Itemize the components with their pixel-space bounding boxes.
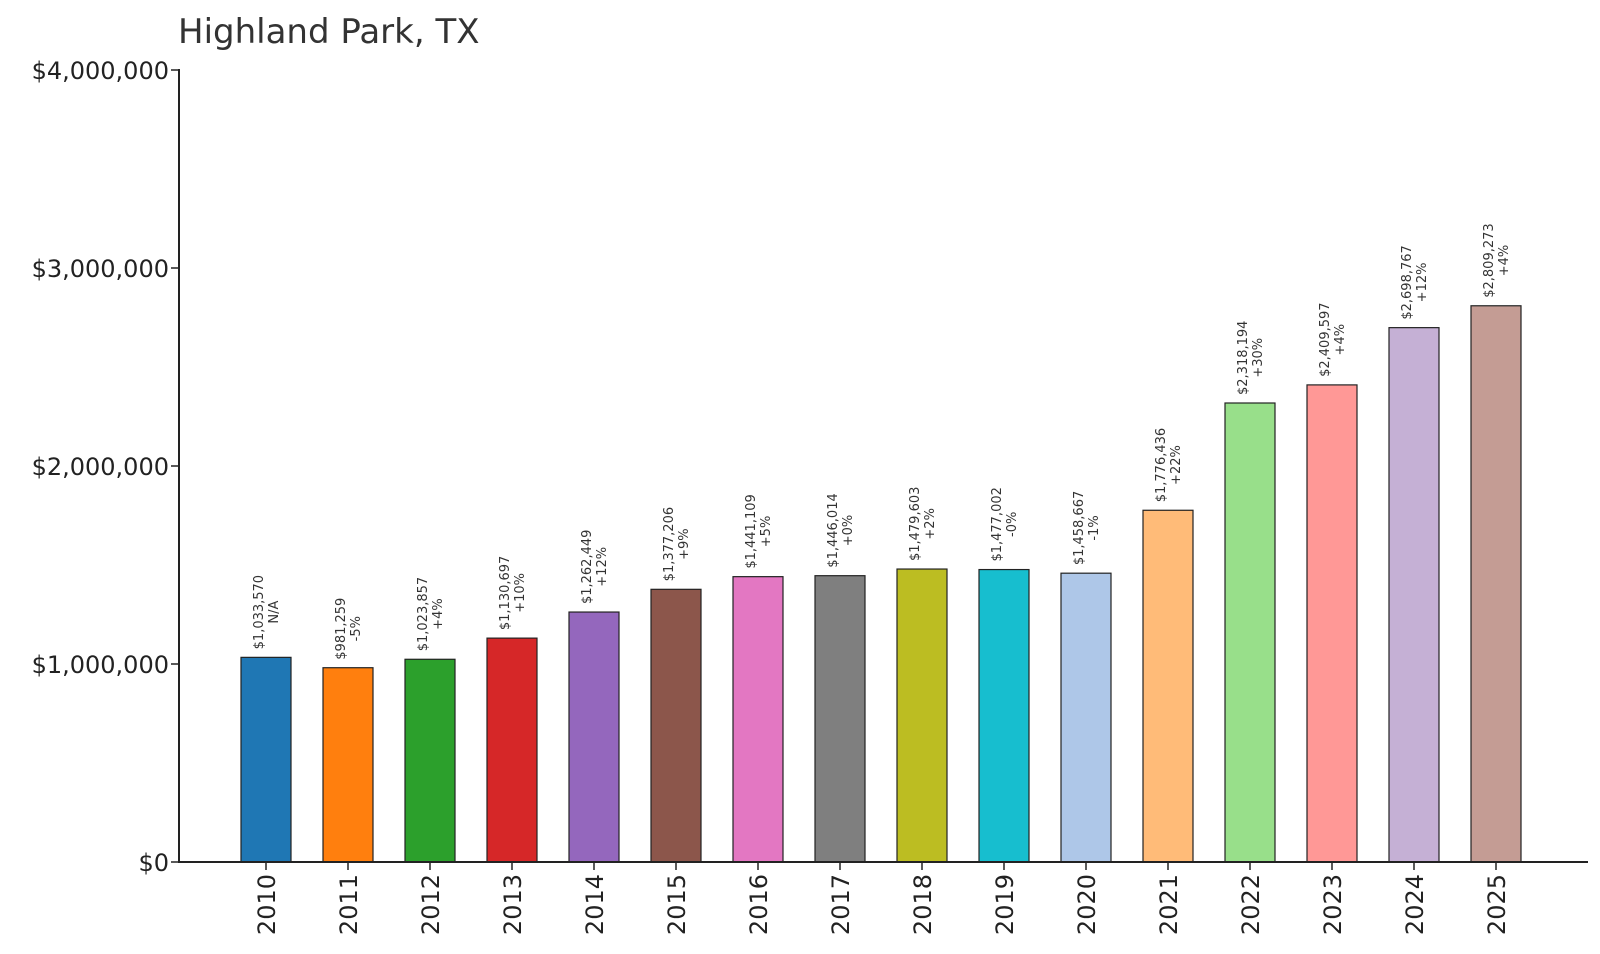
change-label-2019: -0% bbox=[1005, 512, 1020, 537]
bar-2011 bbox=[322, 667, 374, 863]
value-label-2024: $2,698,767 bbox=[1400, 245, 1415, 319]
value-label-2012: $1,023,857 bbox=[416, 577, 431, 651]
value-label-2018: $1,479,603 bbox=[908, 487, 923, 561]
change-label-2018: +2% bbox=[923, 508, 938, 540]
bar-2025 bbox=[1470, 305, 1522, 863]
bars-group bbox=[240, 305, 1522, 863]
x-tick-label-2015: 2015 bbox=[663, 874, 691, 935]
bar-2023 bbox=[1306, 384, 1358, 863]
value-label-2011: $981,259 bbox=[334, 598, 349, 660]
change-label-2014: +12% bbox=[595, 547, 610, 587]
value-label-2022: $2,318,194 bbox=[1236, 321, 1251, 395]
change-label-2020: -1% bbox=[1087, 515, 1102, 540]
x-tick-label-2022: 2022 bbox=[1237, 874, 1265, 935]
y-tick-label: $2,000,000 bbox=[32, 453, 169, 481]
x-tick-label-2012: 2012 bbox=[417, 874, 445, 935]
x-tick-label-2017: 2017 bbox=[827, 874, 855, 935]
bar-2024 bbox=[1388, 327, 1440, 863]
bar-2021 bbox=[1142, 509, 1194, 863]
x-tick-label-2024: 2024 bbox=[1401, 874, 1429, 935]
bar-2010 bbox=[240, 656, 292, 863]
change-label-2016: +5% bbox=[759, 516, 774, 548]
value-label-2019: $1,477,002 bbox=[990, 487, 1005, 561]
y-tick-label: $1,000,000 bbox=[32, 651, 169, 679]
change-label-2012: +4% bbox=[431, 598, 446, 630]
y-tick-label: $3,000,000 bbox=[32, 255, 169, 283]
value-label-2013: $1,130,697 bbox=[498, 556, 513, 630]
change-label-2013: +10% bbox=[513, 573, 528, 613]
value-label-2021: $1,776,436 bbox=[1154, 428, 1169, 502]
ticks-group: $0 $1,000,000 $2,000,000 $3,000,000 $4,000,0… bbox=[32, 57, 1511, 935]
x-tick-label-2020: 2020 bbox=[1073, 874, 1101, 935]
bar-2018 bbox=[896, 568, 948, 863]
data-labels-group: $1,033,570 N/A $981,259 -5% $1,023,857 +4% $1,… bbox=[252, 223, 1512, 659]
value-label-2017: $1,446,014 bbox=[826, 493, 841, 567]
y-tick-label: $0 bbox=[138, 849, 169, 877]
change-label-2021: +22% bbox=[1169, 445, 1184, 485]
x-tick-label-2025: 2025 bbox=[1483, 874, 1511, 935]
bar-2015 bbox=[650, 588, 702, 863]
change-label-2022: +30% bbox=[1251, 338, 1266, 378]
x-tick-label-2023: 2023 bbox=[1319, 874, 1347, 935]
bar-2019 bbox=[978, 568, 1030, 863]
value-label-2023: $2,409,597 bbox=[1318, 302, 1333, 376]
change-label-2025: +4% bbox=[1497, 245, 1512, 277]
change-label-2015: +9% bbox=[677, 528, 692, 560]
change-label-2010: N/A bbox=[267, 601, 282, 624]
bar-2017 bbox=[814, 575, 866, 863]
value-label-2025: $2,809,273 bbox=[1482, 223, 1497, 297]
value-label-2016: $1,441,109 bbox=[744, 494, 759, 568]
change-label-2024: +12% bbox=[1415, 263, 1430, 303]
change-label-2011: -5% bbox=[349, 616, 364, 641]
bar-2022 bbox=[1224, 402, 1276, 863]
value-label-2010: $1,033,570 bbox=[252, 575, 267, 649]
bar-2016 bbox=[732, 576, 784, 863]
chart-title: Highland Park, TX bbox=[178, 12, 480, 52]
bar-2012 bbox=[404, 658, 456, 863]
x-tick-label-2013: 2013 bbox=[499, 874, 527, 935]
bar-2014 bbox=[568, 611, 620, 863]
change-label-2023: +4% bbox=[1333, 324, 1348, 356]
x-tick-label-2014: 2014 bbox=[581, 874, 609, 935]
x-tick-label-2011: 2011 bbox=[335, 874, 363, 935]
value-label-2014: $1,262,449 bbox=[580, 530, 595, 604]
value-label-2015: $1,377,206 bbox=[662, 507, 677, 581]
x-tick-label-2010: 2010 bbox=[253, 874, 281, 935]
bar-2020 bbox=[1060, 572, 1112, 863]
x-tick-label-2019: 2019 bbox=[991, 874, 1019, 935]
x-tick-label-2018: 2018 bbox=[909, 874, 937, 935]
value-label-2020: $1,458,667 bbox=[1072, 491, 1087, 565]
x-tick-label-2021: 2021 bbox=[1155, 874, 1183, 935]
y-tick-label: $4,000,000 bbox=[32, 57, 169, 85]
change-label-2017: +0% bbox=[841, 515, 856, 547]
bar-2013 bbox=[486, 637, 538, 863]
x-tick-label-2016: 2016 bbox=[745, 874, 773, 935]
